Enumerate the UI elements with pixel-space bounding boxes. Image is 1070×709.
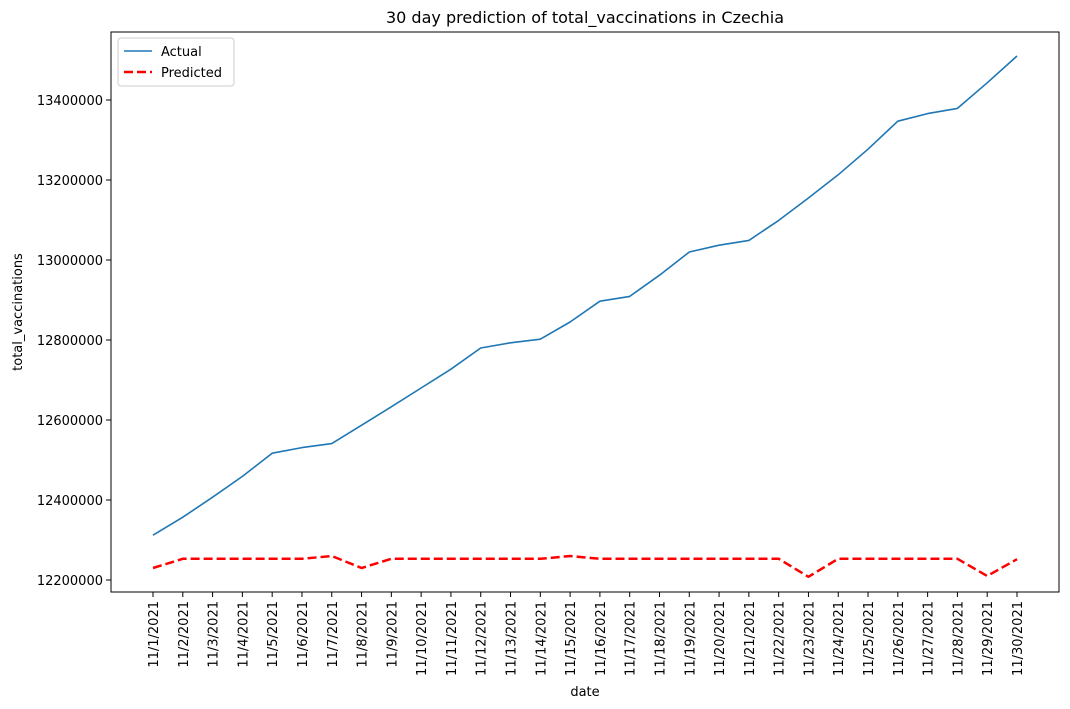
x-axis: 11/1/2021 11/2/2021 11/3/2021 11/4/2021 11/5… [147, 592, 1026, 676]
x-tick-label: 11/27/2021 [922, 601, 937, 676]
series-layer [152, 55, 1018, 579]
x-tick-label: 11/4/2021 [236, 601, 251, 668]
x-tick-label: 11/3/2021 [207, 601, 222, 668]
x-axis-label: date [570, 685, 599, 700]
x-tick-label: 11/11/2021 [445, 601, 460, 676]
y-tick-label: 12600000 [37, 414, 103, 429]
x-tick-label: 11/19/2021 [683, 601, 698, 676]
x-tick-label: 11/29/2021 [981, 601, 996, 676]
x-tick-label: 11/2/2021 [177, 601, 192, 668]
series-line-actual [152, 55, 1018, 536]
y-tick-label: 12800000 [37, 334, 103, 349]
x-tick-label: 11/23/2021 [802, 601, 817, 676]
y-tick-label: 12400000 [37, 494, 103, 509]
x-tick-label: 11/20/2021 [713, 601, 728, 676]
x-tick-label: 11/9/2021 [385, 601, 400, 668]
y-tick-label: 12200000 [37, 574, 103, 589]
x-tick-label: 11/7/2021 [326, 601, 341, 668]
y-axis-label: total_vaccinations [11, 253, 26, 371]
x-tick-label: 11/26/2021 [892, 601, 907, 676]
x-tick-label: 11/12/2021 [475, 601, 490, 676]
x-tick-label: 11/6/2021 [296, 601, 311, 668]
x-tick-label: 11/10/2021 [415, 601, 430, 676]
x-tick-label: 11/16/2021 [594, 601, 609, 676]
y-tick-label: 13400000 [37, 94, 103, 109]
x-tick-label: 11/17/2021 [624, 601, 639, 676]
legend: Actual Predicted [117, 37, 235, 87]
y-axis: 12200000 12400000 12600000 12800000 13000000… [37, 94, 111, 589]
y-tick-label: 13200000 [37, 174, 103, 189]
legend-label-predicted: Predicted [161, 66, 222, 81]
series-line-predicted [152, 554, 1018, 579]
x-tick-label: 11/15/2021 [564, 601, 579, 676]
x-tick-label: 11/8/2021 [356, 601, 371, 668]
chart-title: 30 day prediction of total_vaccinations … [386, 8, 784, 28]
plot-area [110, 31, 1060, 593]
x-tick-label: 11/5/2021 [266, 601, 281, 668]
x-tick-label: 11/13/2021 [505, 601, 520, 676]
x-tick-label: 11/22/2021 [773, 601, 788, 676]
y-tick-label: 13000000 [37, 254, 103, 269]
legend-box [117, 37, 235, 87]
legend-label-actual: Actual [161, 45, 202, 60]
x-tick-label: 11/18/2021 [653, 601, 668, 676]
x-tick-label: 11/28/2021 [951, 601, 966, 676]
x-tick-label: 11/1/2021 [147, 601, 162, 668]
x-tick-label: 11/25/2021 [862, 601, 877, 676]
x-tick-label: 11/30/2021 [1011, 601, 1026, 676]
x-tick-label: 11/21/2021 [743, 601, 758, 676]
x-tick-label: 11/14/2021 [534, 601, 549, 676]
x-tick-label: 11/24/2021 [832, 601, 847, 676]
